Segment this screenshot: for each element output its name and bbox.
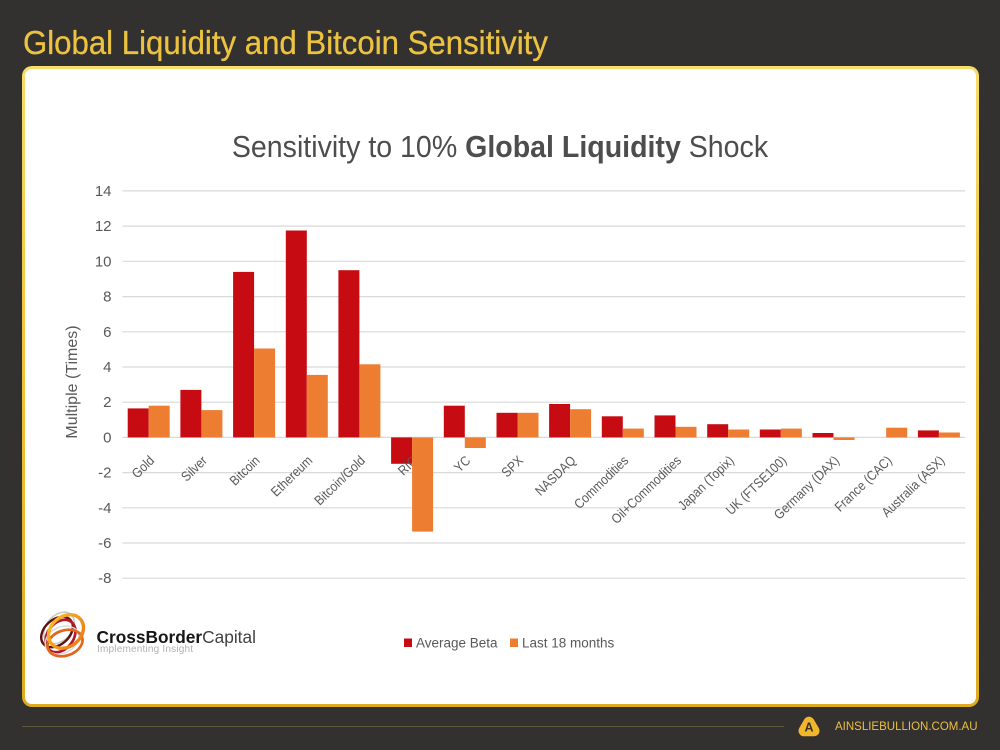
- svg-text:Bitcoin: Bitcoin: [227, 453, 263, 489]
- svg-text:6: 6: [103, 324, 111, 341]
- svg-text:2: 2: [103, 394, 111, 411]
- svg-text:Bitcoin/Gold: Bitcoin/Gold: [311, 453, 368, 508]
- svg-text:SPX: SPX: [499, 453, 527, 480]
- svg-text:NASDAQ: NASDAQ: [532, 453, 579, 499]
- svg-text:12: 12: [95, 218, 112, 235]
- svg-text:10: 10: [95, 253, 112, 270]
- svg-text:A: A: [804, 720, 813, 734]
- svg-text:-4: -4: [98, 500, 111, 517]
- svg-text:4: 4: [103, 359, 111, 376]
- svg-text:Last 18 months: Last 18 months: [522, 636, 615, 651]
- svg-text:0: 0: [103, 429, 111, 446]
- svg-text:-2: -2: [98, 465, 111, 482]
- svg-text:YC: YC: [451, 453, 473, 475]
- svg-text:-8: -8: [98, 570, 111, 587]
- svg-text:14: 14: [95, 183, 112, 200]
- svg-text:Gold: Gold: [129, 453, 157, 481]
- svg-text:Multiple (Times): Multiple (Times): [64, 325, 81, 438]
- svg-text:Silver: Silver: [178, 453, 210, 485]
- svg-text:8: 8: [103, 289, 111, 306]
- svg-text:Ethereum: Ethereum: [268, 453, 315, 500]
- svg-text:Average Beta: Average Beta: [416, 636, 498, 651]
- svg-text:-6: -6: [98, 535, 111, 552]
